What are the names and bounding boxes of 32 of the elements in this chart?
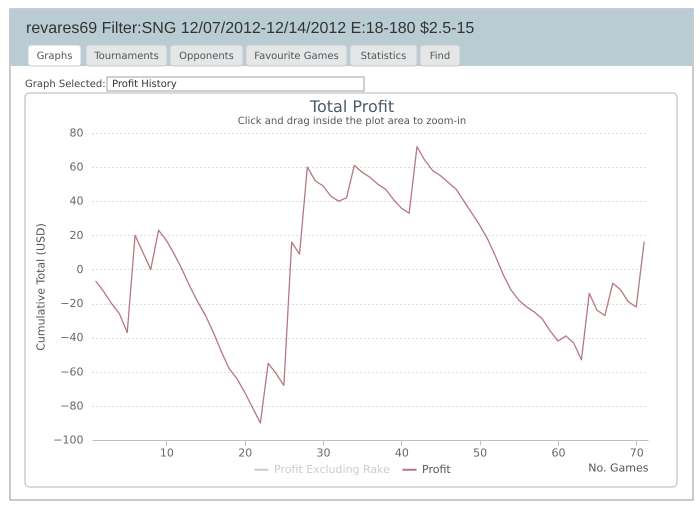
y-tick-label: 80 <box>70 126 84 140</box>
x-tick-label: 60 <box>551 446 566 460</box>
x-tick-label: 10 <box>160 446 174 460</box>
y-tick-label: −20 <box>60 297 84 310</box>
text: revares69 Filter:SNG 12/07/2012-12/14/2012 E:18-180 $2.5-15 <box>26 20 474 37</box>
text: Find <box>430 51 450 62</box>
chart-subtitle: Click and drag inside the plot area to zoom-in <box>238 116 466 127</box>
y-tick-label: −40 <box>60 331 84 344</box>
y-tick-label: 0 <box>76 262 84 276</box>
x-axis-title: No. Games <box>588 462 649 474</box>
x-tick-label: 50 <box>473 446 488 460</box>
text: Favourite Games <box>254 51 339 62</box>
text: Graphs <box>36 51 72 62</box>
x-tick-label: 30 <box>316 446 331 460</box>
text: Opponents <box>179 51 234 62</box>
x-tick-label: 70 <box>630 446 644 460</box>
y-tick-label: −60 <box>60 365 84 378</box>
y-tick-label: 40 <box>70 194 84 208</box>
y-tick-label: −100 <box>53 434 84 446</box>
x-tick-label: 40 <box>394 446 409 460</box>
y-axis-title: Cumulative Total (USD) <box>34 223 48 351</box>
text: Profit History <box>112 79 177 90</box>
x-tick-label: 20 <box>238 446 252 460</box>
legend-label: Profit <box>422 462 452 476</box>
y-tick-label: 60 <box>70 160 84 174</box>
y-tick-label: −80 <box>60 399 84 412</box>
chart-title: Total Profit <box>308 97 394 116</box>
text: Tournaments <box>93 51 159 62</box>
y-tick-label: 20 <box>70 228 84 242</box>
line-series <box>95 146 645 424</box>
text: Graph Selected: <box>25 79 106 90</box>
text: Statistics <box>360 51 406 62</box>
